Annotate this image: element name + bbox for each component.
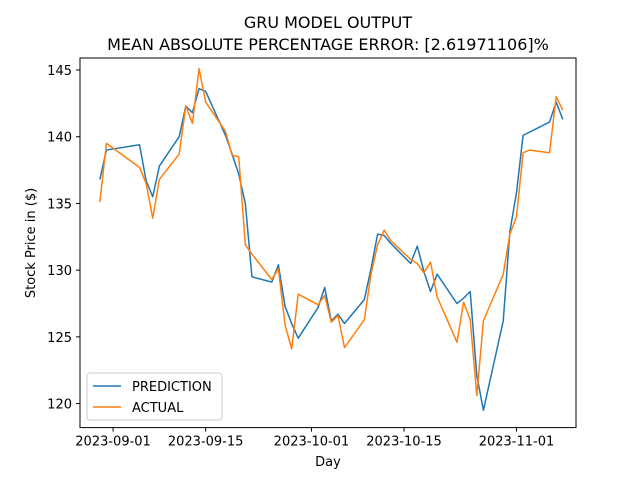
y-tick-label: 145 [47,64,72,79]
x-tick-label: 2023-09-01 [75,435,151,450]
legend: PREDICTION ACTUAL [86,372,223,421]
y-tick-label: 120 [47,398,72,413]
plot-lines [99,67,564,411]
x-axis-label: Day [315,455,341,470]
x-tick-label: 2023-10-15 [366,435,442,450]
x-axis-ticks: 2023-09-01 2023-09-15 2023-10-01 2023-10-15… [75,427,555,450]
legend-label-prediction: PREDICTION [132,380,212,395]
x-tick-label: 2023-09-15 [168,435,244,450]
y-tick-label: 130 [47,264,72,279]
series-line-prediction [99,87,564,411]
chart-subtitle: MEAN ABSOLUTE PERCENTAGE ERROR: [2.61971… [107,35,549,54]
y-tick-label: 135 [47,197,72,212]
legend-box [86,372,223,421]
x-tick-label: 2023-10-01 [274,435,350,450]
plot-frame [79,57,577,429]
series-line-actual [99,67,564,397]
x-tick-label: 2023-11-01 [479,435,555,450]
y-axis-label: Stock Price in ($) [24,188,39,298]
chart-title: GRU MODEL OUTPUT [244,13,413,32]
y-tick-label: 125 [47,331,72,346]
legend-label-actual: ACTUAL [132,401,184,416]
y-tick-label: 140 [47,131,72,146]
y-axis-ticks: 120 125 130 135 140 145 [47,64,80,413]
